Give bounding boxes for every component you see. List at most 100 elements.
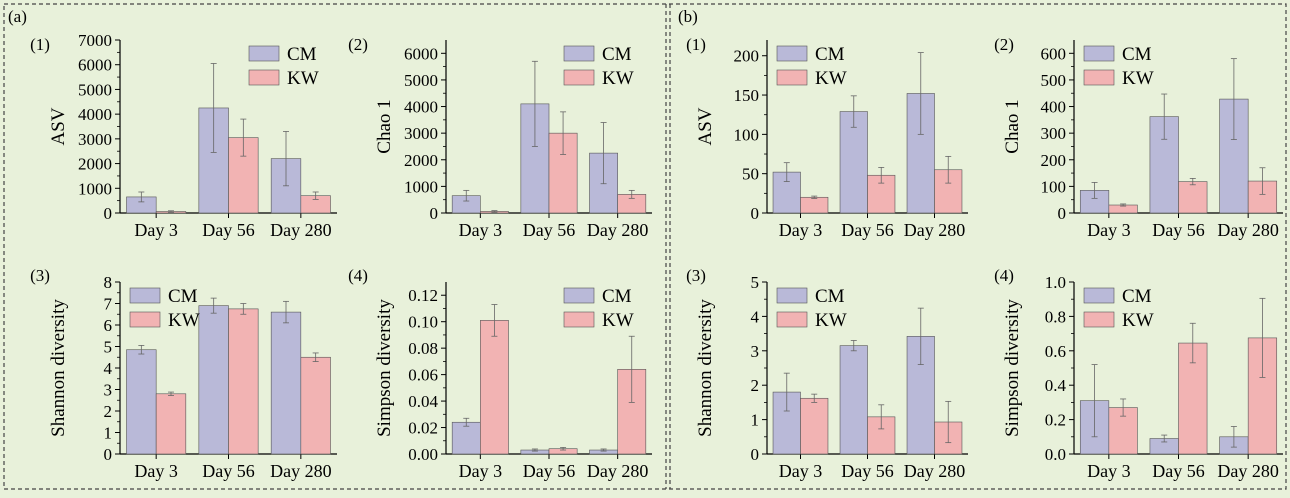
- legend-swatch-kw: [563, 69, 595, 86]
- legend-swatch-kw: [563, 311, 595, 328]
- legend-label-kw: KW: [602, 310, 634, 331]
- y-axis-label: Shannon diversity: [48, 299, 69, 437]
- y-tick-label: 50: [742, 165, 759, 184]
- subplot-label: (3): [686, 266, 706, 285]
- y-tick-label: 2: [751, 376, 760, 395]
- bar-cm: [839, 111, 868, 214]
- y-tick-label: 1: [751, 411, 760, 430]
- y-axis-label: Chao 1: [1002, 99, 1023, 153]
- x-tick-label: Day 56: [202, 461, 255, 481]
- y-tick-label: 0.0: [1045, 445, 1066, 464]
- legend-swatch-cm: [129, 287, 161, 304]
- y-tick-label: 3: [751, 342, 760, 361]
- chart-5: (2) 0 100 200 300 400 500 600 Chao 1 Day 3 Day 56 D…: [994, 35, 1283, 240]
- chart-2: (3) 0 1 2 3 4 5 6 7 8 Shannon diversity Day 3 Day 56…: [30, 266, 337, 481]
- x-tick-label: Day 56: [1152, 461, 1205, 481]
- y-tick-label: 0: [1058, 204, 1067, 223]
- x-tick-label: Day 3: [779, 220, 823, 240]
- x-tick-label: Day 280: [904, 461, 966, 481]
- y-tick-label: 0.00: [408, 445, 438, 464]
- y-tick-label: 1000: [404, 177, 438, 196]
- bar-kw: [800, 196, 829, 214]
- y-tick-label: 0: [104, 445, 113, 464]
- x-tick-label: Day 280: [270, 220, 332, 240]
- y-tick-label: 200: [1041, 151, 1067, 170]
- y-tick-label: 0: [751, 445, 760, 464]
- x-tick-label: Day 280: [904, 220, 966, 240]
- subplot-label: (4): [994, 266, 1014, 285]
- y-tick-label: 2: [104, 402, 113, 421]
- legend-swatch-kw: [248, 69, 280, 86]
- y-tick-label: 0.06: [408, 366, 438, 385]
- y-tick-label: 8: [104, 273, 113, 292]
- y-tick-label: 0.12: [408, 286, 438, 305]
- legend-swatch-cm: [776, 45, 808, 62]
- legend-swatch-kw: [129, 311, 161, 328]
- chart-6: (3) 0 1 2 3 4 5 Shannon diversity Day 3 Day 56 Day…: [686, 266, 968, 481]
- y-tick-label: 200: [734, 47, 760, 66]
- legend-swatch-kw: [776, 69, 808, 86]
- bar-kw: [1178, 181, 1208, 214]
- y-tick-label: 3000: [404, 124, 438, 143]
- bar-cm: [451, 421, 481, 455]
- legend-label-kw: KW: [1122, 68, 1154, 89]
- x-tick-label: Day 280: [587, 461, 649, 481]
- x-tick-label: Day 56: [841, 220, 894, 240]
- bar-kw: [228, 308, 259, 455]
- bar-kw: [480, 320, 509, 455]
- y-axis-label: Shannon diversity: [695, 299, 716, 437]
- x-tick-label: Day 56: [1152, 220, 1205, 240]
- legend-label-cm: CM: [168, 286, 198, 307]
- x-tick-label: Day 280: [587, 220, 649, 240]
- y-tick-label: 4000: [404, 98, 438, 117]
- subplot-label: (1): [686, 35, 706, 54]
- y-tick-label: 4: [751, 307, 760, 326]
- legend-label-cm: CM: [1122, 44, 1152, 65]
- y-tick-label: 7000: [78, 31, 112, 50]
- y-tick-label: 5000: [78, 80, 112, 99]
- y-tick-label: 500: [1041, 71, 1067, 90]
- x-tick-label: Day 3: [1087, 461, 1131, 481]
- y-tick-label: 5000: [404, 71, 438, 90]
- bar-cm: [198, 305, 229, 455]
- y-tick-label: 300: [1041, 124, 1067, 143]
- x-tick-label: Day 280: [1217, 461, 1279, 481]
- bar-kw: [800, 397, 829, 455]
- bar-cm: [126, 349, 157, 455]
- bar-kw: [300, 356, 331, 455]
- y-tick-label: 6000: [78, 56, 112, 75]
- y-tick-label: 6: [104, 316, 113, 335]
- y-tick-label: 100: [734, 125, 760, 144]
- legend-label-cm: CM: [287, 44, 317, 65]
- x-tick-label: Day 3: [459, 461, 503, 481]
- x-tick-label: Day 280: [270, 461, 332, 481]
- legend-swatch-cm: [1083, 45, 1115, 62]
- legend-label-kw: KW: [1122, 310, 1154, 331]
- x-tick-label: Day 3: [779, 461, 823, 481]
- subplot-label: (4): [348, 266, 368, 285]
- y-tick-label: 5: [751, 273, 760, 292]
- chart-0: (1) 0 1000 2000 3000 4000 5000 6000 7000 ASV Day 3…: [30, 31, 337, 240]
- y-tick-label: 7: [104, 295, 113, 314]
- legend-label-cm: CM: [602, 44, 632, 65]
- y-tick-label: 1: [104, 424, 113, 443]
- legend-swatch-cm: [563, 287, 595, 304]
- y-tick-label: 0.10: [408, 313, 438, 332]
- subplot-label: (2): [348, 35, 368, 54]
- y-axis-label: Chao 1: [374, 99, 395, 153]
- y-tick-label: 0.8: [1045, 307, 1066, 326]
- subplot-label: (3): [30, 266, 50, 285]
- y-tick-label: 1.0: [1045, 273, 1066, 292]
- legend-swatch-kw: [776, 311, 808, 328]
- y-tick-label: 0.6: [1045, 342, 1066, 361]
- y-axis-label: Simpson diversity: [374, 299, 395, 437]
- legend-label-kw: KW: [815, 68, 847, 89]
- y-tick-label: 2000: [78, 155, 112, 174]
- y-tick-label: 0: [430, 204, 439, 223]
- y-axis-label: ASV: [48, 107, 69, 145]
- y-tick-label: 5: [104, 338, 113, 357]
- legend-label-kw: KW: [287, 68, 319, 89]
- y-tick-label: 4000: [78, 105, 112, 124]
- y-tick-label: 0.2: [1045, 411, 1066, 430]
